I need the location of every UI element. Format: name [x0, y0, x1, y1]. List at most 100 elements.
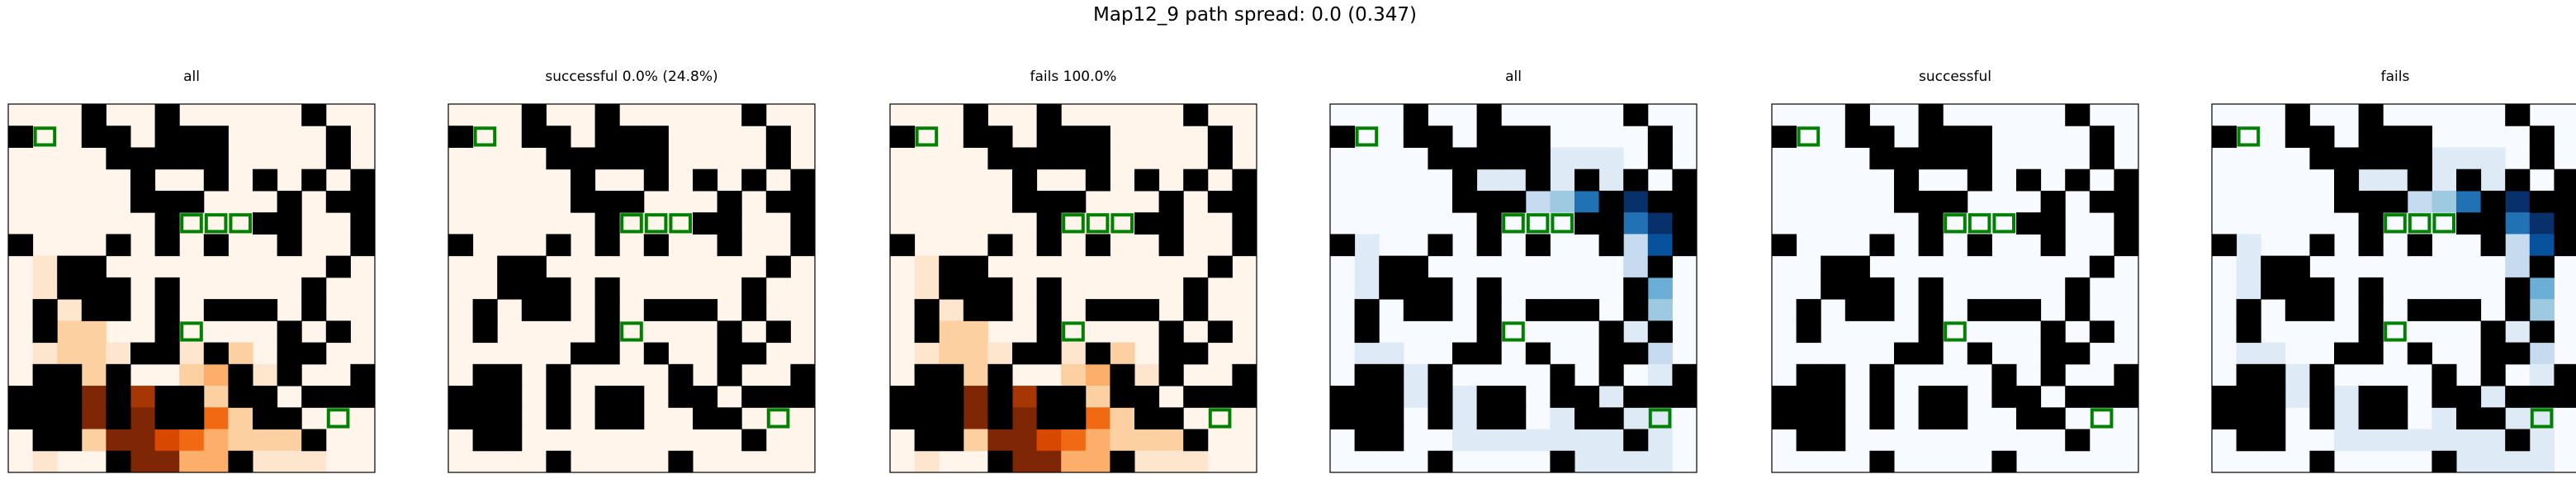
wall-cell [154, 126, 180, 148]
wall-cell [2309, 277, 2335, 300]
wall-cell [2040, 190, 2066, 213]
wall-cell [1134, 407, 1160, 430]
wall-cell [154, 407, 180, 430]
wall-cell [2456, 212, 2482, 235]
wall-cell [1085, 342, 1110, 365]
heat-cell [1647, 234, 1673, 257]
heat-cell [301, 450, 327, 472]
heat-cell [1647, 277, 1673, 300]
wall-cell [2309, 386, 2335, 408]
wall-cell [1061, 407, 1087, 430]
wall-cell [1134, 212, 1160, 235]
wall-cell [179, 407, 205, 430]
wall-cell [472, 429, 498, 452]
marker-square [2432, 213, 2455, 234]
wall-cell [1918, 212, 1944, 235]
wall-cell [765, 320, 791, 344]
heat-cell [154, 450, 180, 472]
wall-cell [1647, 190, 1673, 213]
wall-cell [1036, 299, 1062, 321]
wall-cell [2212, 386, 2237, 408]
marker-square [644, 213, 668, 234]
wall-cell [2383, 147, 2408, 170]
wall-cell [2089, 126, 2114, 148]
wall-cell [790, 212, 815, 235]
wall-cell [1183, 168, 1209, 192]
wall-cell [2432, 363, 2457, 387]
marker-square [620, 213, 643, 234]
wall-cell [1943, 190, 1968, 213]
wall-cell [1647, 147, 1673, 170]
wall-cell [1501, 147, 1527, 170]
wall-cell [179, 147, 205, 170]
heat-cell [2505, 407, 2531, 430]
heat-cell [2505, 320, 2531, 344]
wall-cell [1525, 234, 1551, 257]
wall-cell [1894, 342, 1920, 365]
wall-cell [2261, 407, 2286, 430]
wall-cell [448, 234, 474, 257]
wall-cell [2358, 212, 2384, 235]
heat-cell [2236, 277, 2261, 300]
wall-cell [154, 342, 180, 365]
wall-cell [2309, 450, 2335, 472]
wall-cell [594, 299, 620, 321]
wall-cell [2407, 126, 2432, 148]
wall-cell [448, 407, 474, 430]
heat-cell [1061, 450, 1087, 472]
heat-cell [1550, 147, 1575, 170]
wall-cell [32, 386, 58, 408]
heat-cell [2407, 429, 2432, 452]
marker-square [326, 408, 350, 429]
wall-cell [2529, 190, 2555, 213]
wall-cell [1943, 407, 1968, 430]
wall-cell [2309, 299, 2335, 321]
wall-cell [2358, 299, 2384, 321]
wall-cell [2236, 407, 2261, 430]
panel-cells [1330, 104, 1697, 472]
heat-cell [2529, 299, 2555, 321]
wall-cell [1623, 104, 1649, 126]
heat-cell [1525, 429, 1551, 452]
wall-cell [350, 190, 375, 213]
wall-cell [1428, 450, 1453, 472]
heat-cell [1501, 168, 1527, 192]
panel-frame [2211, 103, 2576, 473]
wall-cell [1869, 234, 1895, 257]
wall-cell [1036, 234, 1062, 257]
heat-cell [2358, 429, 2384, 452]
wall-cell [2285, 126, 2310, 148]
wall-cell [546, 407, 571, 430]
wall-cell [1476, 277, 1502, 300]
panel-title: fails 100.0% [1030, 69, 1117, 85]
wall-cell [1134, 299, 1160, 321]
wall-cell [1110, 450, 1135, 472]
wall-cell [1452, 342, 1478, 365]
wall-cell [228, 363, 253, 387]
wall-cell [594, 147, 620, 170]
wall-cell [1821, 277, 1846, 300]
wall-cell [643, 234, 669, 257]
heat-cell [2236, 234, 2261, 257]
wall-cell [2261, 277, 2286, 300]
wall-cell [2480, 234, 2506, 257]
wall-cell [277, 190, 302, 213]
wall-cell [643, 168, 669, 192]
wall-cell [179, 126, 205, 148]
wall-cell [2040, 363, 2066, 387]
heat-cell [1061, 429, 1087, 452]
wall-cell [1647, 386, 1673, 408]
wall-cell [2480, 342, 2506, 365]
wall-cell [350, 363, 375, 387]
wall-cell [57, 277, 83, 300]
marker-square [1110, 213, 1134, 234]
heat-cell [2505, 450, 2531, 472]
heat-cell [1574, 190, 1600, 213]
heat-cell [1354, 342, 1380, 365]
wall-cell [1476, 190, 1502, 213]
heat-cell [1012, 450, 1038, 472]
wall-cell [203, 147, 229, 170]
marker-square [33, 126, 57, 147]
wall-cell [1525, 342, 1551, 365]
wall-cell [1330, 126, 1356, 148]
